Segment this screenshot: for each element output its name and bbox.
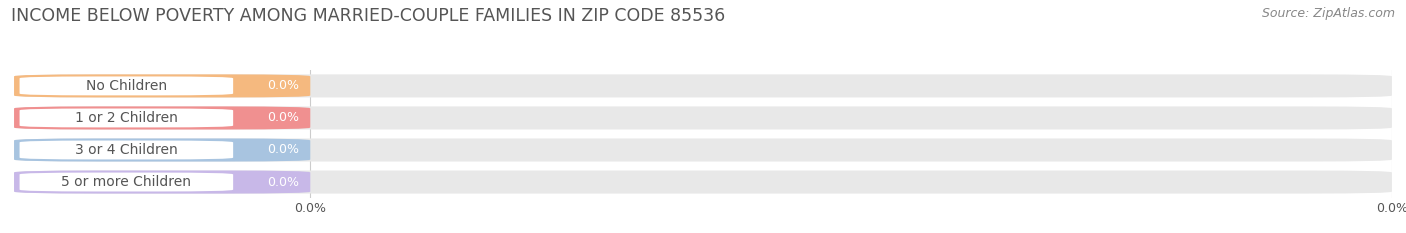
Text: No Children: No Children: [86, 79, 167, 93]
Text: 0.0%: 0.0%: [267, 79, 299, 93]
Text: INCOME BELOW POVERTY AMONG MARRIED-COUPLE FAMILIES IN ZIP CODE 85536: INCOME BELOW POVERTY AMONG MARRIED-COUPL…: [11, 7, 725, 25]
FancyBboxPatch shape: [14, 138, 1392, 161]
FancyBboxPatch shape: [14, 106, 1392, 130]
FancyBboxPatch shape: [14, 74, 1392, 97]
FancyBboxPatch shape: [14, 74, 311, 97]
FancyBboxPatch shape: [14, 171, 311, 194]
FancyBboxPatch shape: [20, 76, 233, 95]
Text: 0.0%: 0.0%: [267, 175, 299, 188]
Text: 1 or 2 Children: 1 or 2 Children: [75, 111, 177, 125]
Text: Source: ZipAtlas.com: Source: ZipAtlas.com: [1261, 7, 1395, 20]
FancyBboxPatch shape: [20, 109, 233, 127]
Text: 3 or 4 Children: 3 or 4 Children: [75, 143, 177, 157]
FancyBboxPatch shape: [14, 106, 311, 130]
Text: 0.0%: 0.0%: [267, 111, 299, 124]
Text: 0.0%: 0.0%: [267, 144, 299, 157]
Text: 5 or more Children: 5 or more Children: [62, 175, 191, 189]
FancyBboxPatch shape: [20, 173, 233, 192]
FancyBboxPatch shape: [20, 140, 233, 159]
FancyBboxPatch shape: [14, 171, 1392, 194]
FancyBboxPatch shape: [14, 138, 311, 161]
